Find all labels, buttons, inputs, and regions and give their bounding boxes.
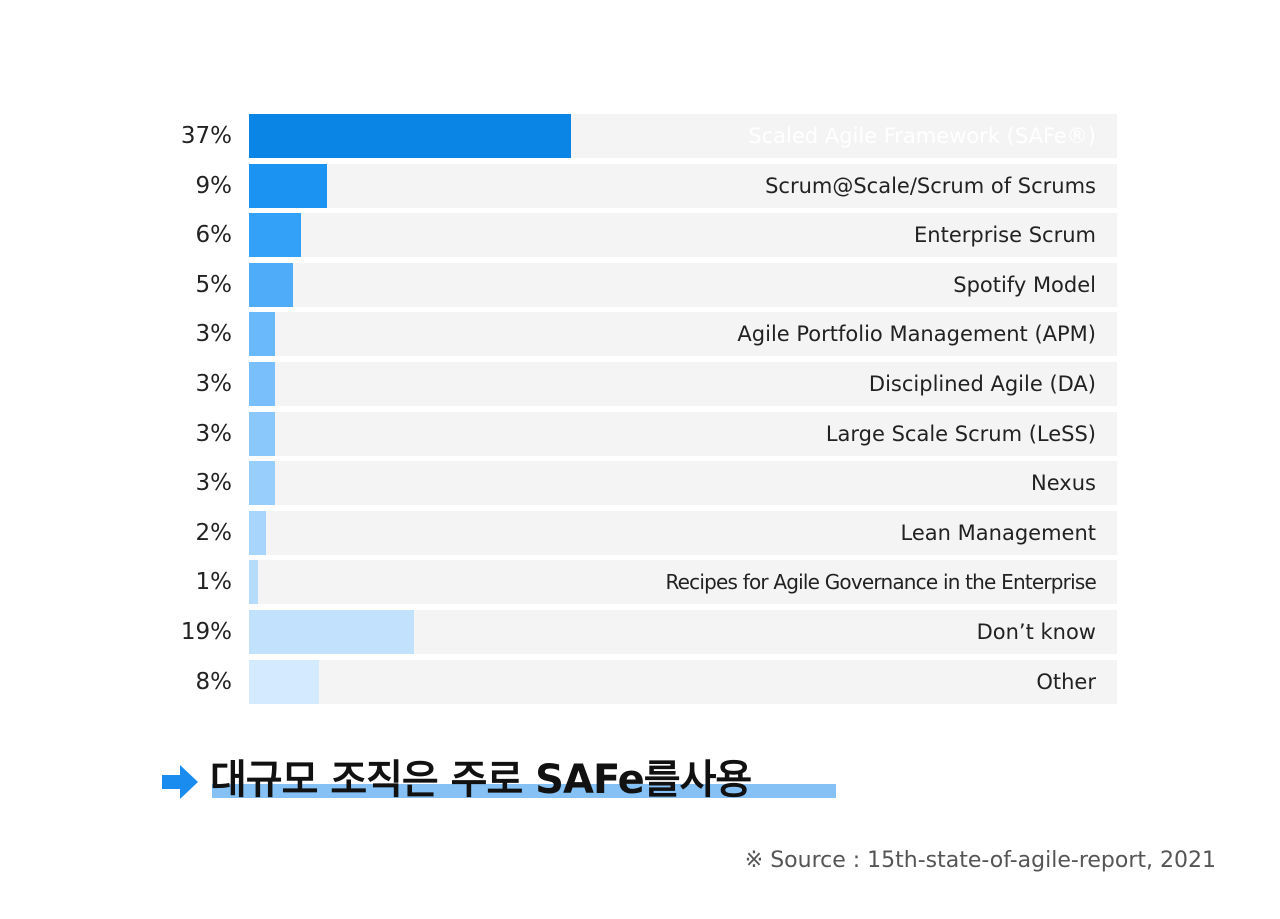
- category-label: Spotify Model: [953, 263, 1096, 307]
- category-label: Other: [1036, 660, 1096, 704]
- value-label: 5%: [150, 263, 232, 307]
- bar: [249, 412, 275, 456]
- value-label: 3%: [150, 461, 232, 505]
- bar-track: Spotify Model: [249, 263, 1117, 307]
- bar-track: Lean Management: [249, 511, 1117, 555]
- bar-track: Disciplined Agile (DA): [249, 362, 1117, 406]
- value-label: 3%: [150, 312, 232, 356]
- category-label: Enterprise Scrum: [914, 213, 1096, 257]
- value-label: 6%: [150, 213, 232, 257]
- category-label: Lean Management: [901, 511, 1096, 555]
- category-label: Agile Portfolio Management (APM): [737, 312, 1096, 356]
- category-label: Recipes for Agile Governance in the Ente…: [665, 560, 1096, 604]
- value-label: 1%: [150, 560, 232, 604]
- bar-track: Enterprise Scrum: [249, 213, 1117, 257]
- bar-track: Other: [249, 660, 1117, 704]
- category-label: Scrum@Scale/Scrum of Scrums: [765, 164, 1096, 208]
- headline-text: 대규모 조직은 주로 SAFe를사용: [210, 752, 751, 808]
- bar: [249, 461, 275, 505]
- value-label: 2%: [150, 511, 232, 555]
- value-label: 8%: [150, 660, 232, 704]
- bar-track: Large Scale Scrum (LeSS): [249, 412, 1117, 456]
- bar: [249, 362, 275, 406]
- value-label: 37%: [150, 114, 232, 158]
- value-label: 9%: [150, 164, 232, 208]
- bar: [249, 164, 327, 208]
- bar-track: Scaled Agile Framework (SAFe®): [249, 114, 1117, 158]
- bar-track: Don’t know: [249, 610, 1117, 654]
- bar: [249, 610, 414, 654]
- value-label: 3%: [150, 362, 232, 406]
- bar: [249, 213, 301, 257]
- bar-track: Recipes for Agile Governance in the Ente…: [249, 560, 1117, 604]
- category-label: Disciplined Agile (DA): [869, 362, 1096, 406]
- category-label: Don’t know: [977, 610, 1096, 654]
- bar: [249, 263, 293, 307]
- category-label: Nexus: [1031, 461, 1096, 505]
- right-arrow-icon: [160, 762, 200, 802]
- bar-track: Scrum@Scale/Scrum of Scrums: [249, 164, 1117, 208]
- bar-track: Nexus: [249, 461, 1117, 505]
- source-note: ※ Source : 15th-state-of-agile-report, 2…: [745, 848, 1216, 873]
- bar-track: Agile Portfolio Management (APM): [249, 312, 1117, 356]
- bar: [249, 114, 571, 158]
- category-label: Large Scale Scrum (LeSS): [826, 412, 1096, 456]
- bar: [249, 660, 319, 704]
- category-label: Scaled Agile Framework (SAFe®): [748, 114, 1096, 158]
- bar: [249, 560, 258, 604]
- bar: [249, 312, 275, 356]
- value-label: 19%: [150, 610, 232, 654]
- bar: [249, 511, 266, 555]
- value-label: 3%: [150, 412, 232, 456]
